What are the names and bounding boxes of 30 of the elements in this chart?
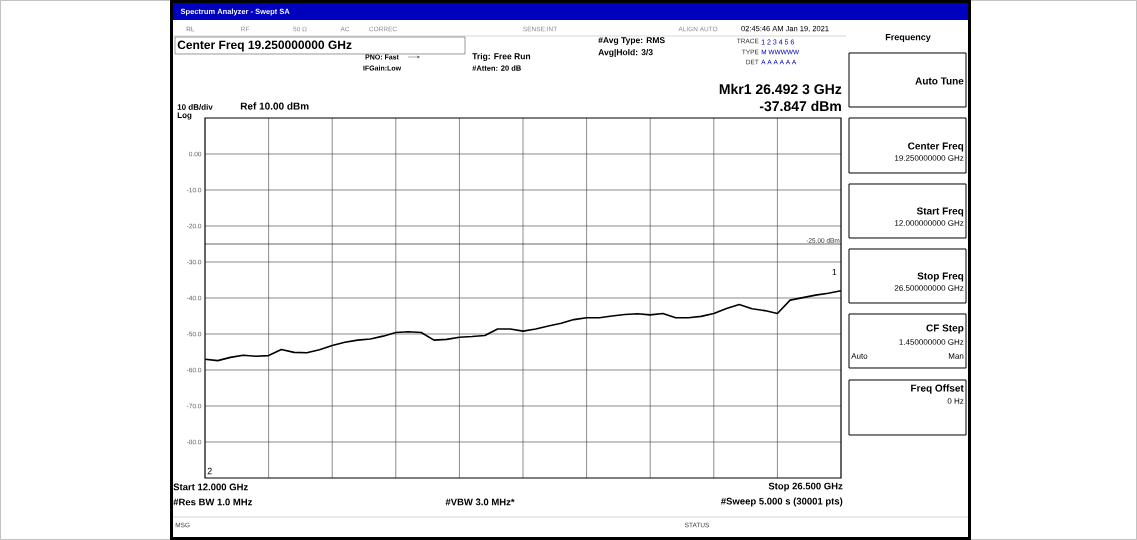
text: Auto — [851, 353, 868, 359]
text: Center Freq 19.250000000 GHz — [177, 40, 352, 52]
text: Mkr1 26.492 3 GHz — [719, 83, 842, 95]
text: Stop 26.500 GHz — [768, 482, 843, 492]
text: #Avg Type: RMS — [598, 37, 665, 45]
text: 19.250000000 GHz — [895, 155, 964, 161]
text: Auto Tune — [915, 77, 964, 85]
text: Trig: Free Run — [472, 53, 531, 61]
text: CF Step — [926, 324, 964, 334]
annotation: 2 — [207, 467, 212, 475]
text: Avg|Hold: 3/3 — [598, 48, 653, 58]
text: Freq Offset — [911, 384, 964, 394]
text: Frequency — [885, 33, 931, 43]
text: 26.500000000 GHz — [894, 285, 964, 291]
text: 1.450000000 GHz — [899, 339, 964, 345]
text: #VBW 3.0 MHz* — [445, 498, 515, 506]
text: Start Freq — [916, 207, 964, 217]
text: -37.847 dBm — [759, 100, 841, 112]
text: Center Freq — [908, 142, 964, 152]
text: 12.000000000 GHz — [895, 220, 964, 226]
annotation: 1 — [832, 268, 837, 276]
text: Log — [177, 112, 192, 120]
text: Stop Freq — [917, 272, 964, 282]
text: #Res BW 1.0 MHz — [173, 498, 253, 506]
text: Start 12.000 GHz — [173, 483, 248, 491]
text: Ref 10.00 dBm — [240, 102, 309, 110]
text: Man — [948, 353, 964, 359]
text: 10 dB/div — [177, 104, 213, 110]
text: #Sweep 5.000 s (30001 pts) — [720, 497, 843, 507]
text: 0 Hz — [947, 398, 964, 404]
